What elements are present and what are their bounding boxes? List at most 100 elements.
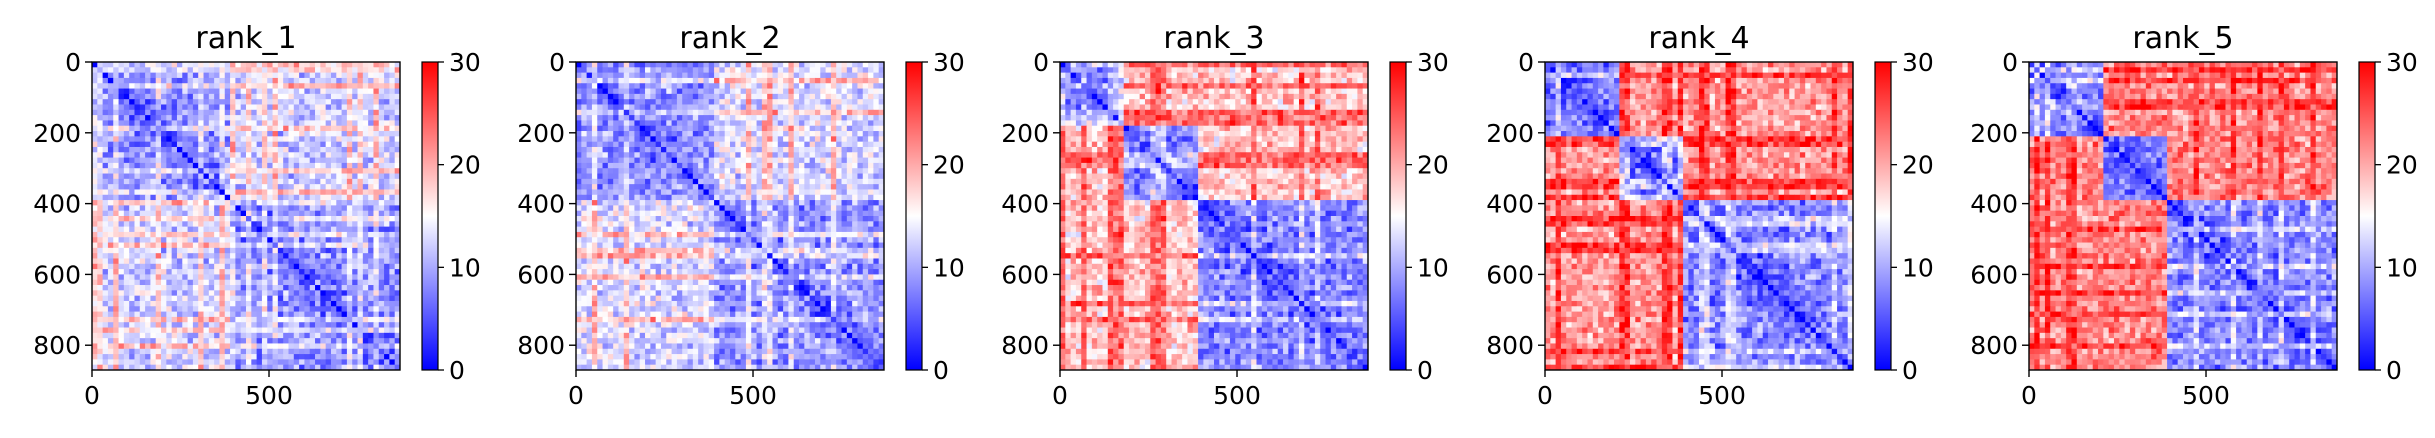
heatmap-cell xyxy=(102,178,109,185)
heatmap-cell xyxy=(203,189,210,196)
heatmap-cell xyxy=(230,205,236,212)
heatmap-cell xyxy=(868,157,874,164)
heatmap-cell xyxy=(368,269,374,275)
heatmap-cell xyxy=(283,343,289,350)
heatmap-cell xyxy=(277,189,284,196)
heatmap-cell xyxy=(107,125,114,132)
heatmap-cell xyxy=(325,343,332,350)
heatmap-cell xyxy=(368,359,374,366)
heatmap-cell xyxy=(341,146,348,153)
heatmap-cell xyxy=(384,125,390,132)
heatmap-cell xyxy=(682,104,688,111)
heatmap-cell xyxy=(261,189,268,196)
heatmap-cell xyxy=(235,141,242,148)
heatmap-cell xyxy=(123,109,130,116)
heatmap-cell xyxy=(357,120,364,127)
heatmap-cell xyxy=(203,93,210,100)
heatmap-cell xyxy=(368,109,374,116)
heatmap-cell xyxy=(362,332,369,339)
heatmap-cell xyxy=(161,226,167,233)
heatmap-cell xyxy=(841,115,848,121)
heatmap-cell xyxy=(655,104,662,111)
heatmap-cell xyxy=(92,226,98,233)
heatmap-cell xyxy=(118,88,125,95)
heatmap-cell xyxy=(309,285,316,291)
heatmap-cell xyxy=(198,279,204,286)
heatmap-cell xyxy=(793,162,800,169)
heatmap-cell xyxy=(373,62,380,68)
heatmap-cell xyxy=(634,184,641,190)
heatmap-cell xyxy=(272,258,279,265)
heatmap-cell xyxy=(272,141,279,148)
heatmap-cell xyxy=(597,162,603,169)
heatmap-cell xyxy=(187,152,194,158)
heatmap-cell xyxy=(214,157,220,164)
heatmap-cell xyxy=(192,72,199,79)
heatmap-cell xyxy=(676,152,683,158)
heatmap-cell xyxy=(134,194,141,201)
heatmap-cell xyxy=(341,194,348,201)
heatmap-cell xyxy=(687,93,694,100)
heatmap-cell xyxy=(256,104,263,111)
heatmap-cell xyxy=(384,269,390,275)
heatmap-cell xyxy=(293,359,300,366)
heatmap-cell xyxy=(176,306,183,312)
heatmap-cell xyxy=(714,115,720,121)
heatmap-cell xyxy=(724,168,731,174)
heatmap-cell xyxy=(761,131,768,137)
heatmap-cell xyxy=(166,77,173,84)
heatmap-cell xyxy=(102,109,109,116)
heatmap-cell xyxy=(325,359,332,366)
heatmap-cell xyxy=(724,184,731,190)
heatmap-cell xyxy=(107,354,114,360)
heatmap-cell xyxy=(655,184,662,190)
heatmap-cell xyxy=(299,109,305,116)
heatmap-cell xyxy=(171,322,178,328)
heatmap-cell xyxy=(150,231,157,238)
heatmap-cell xyxy=(682,109,688,116)
heatmap-cell xyxy=(687,168,694,174)
heatmap-cell xyxy=(730,168,736,174)
heatmap-cell xyxy=(187,77,194,84)
heatmap-cell xyxy=(107,62,114,68)
heatmap-cell xyxy=(283,136,289,143)
heatmap-cell xyxy=(777,125,784,132)
heatmap-cell xyxy=(97,162,104,169)
heatmap-cell xyxy=(171,99,178,105)
heatmap-cell xyxy=(251,338,258,344)
heatmap-cell xyxy=(251,62,258,68)
heatmap-cell xyxy=(761,67,768,74)
heatmap-cell xyxy=(293,269,300,275)
heatmap-cell xyxy=(277,99,284,105)
heatmap-cell xyxy=(682,115,688,121)
heatmap-cell xyxy=(198,136,204,143)
heatmap-cell xyxy=(129,226,135,233)
heatmap-cell xyxy=(389,253,396,259)
heatmap-cell xyxy=(341,285,348,291)
heatmap-cell xyxy=(613,162,619,169)
heatmap-cell xyxy=(288,253,295,259)
heatmap-cell xyxy=(645,77,651,84)
heatmap-cell xyxy=(698,93,704,100)
heatmap-cell xyxy=(788,115,795,121)
heatmap-cell xyxy=(639,178,646,185)
heatmap-cell xyxy=(224,279,231,286)
heatmap-cell xyxy=(309,247,316,254)
heatmap-cell xyxy=(320,247,327,254)
heatmap-cell xyxy=(251,285,258,291)
heatmap-cell xyxy=(161,231,167,238)
heatmap-cell xyxy=(325,300,332,307)
heatmap-cell xyxy=(182,200,188,206)
heatmap-cell xyxy=(357,173,364,180)
heatmap-cell xyxy=(288,311,295,318)
heatmap-cell xyxy=(836,178,842,185)
heatmap-cell xyxy=(846,189,853,196)
heatmap-cell xyxy=(341,311,348,318)
heatmap-cell xyxy=(118,364,125,371)
heatmap-cell xyxy=(357,131,364,137)
heatmap-cell xyxy=(602,83,609,89)
heatmap-cell xyxy=(203,322,210,328)
heatmap-cell xyxy=(767,189,773,196)
heatmap-cell xyxy=(129,173,135,180)
heatmap-cell xyxy=(187,332,194,339)
